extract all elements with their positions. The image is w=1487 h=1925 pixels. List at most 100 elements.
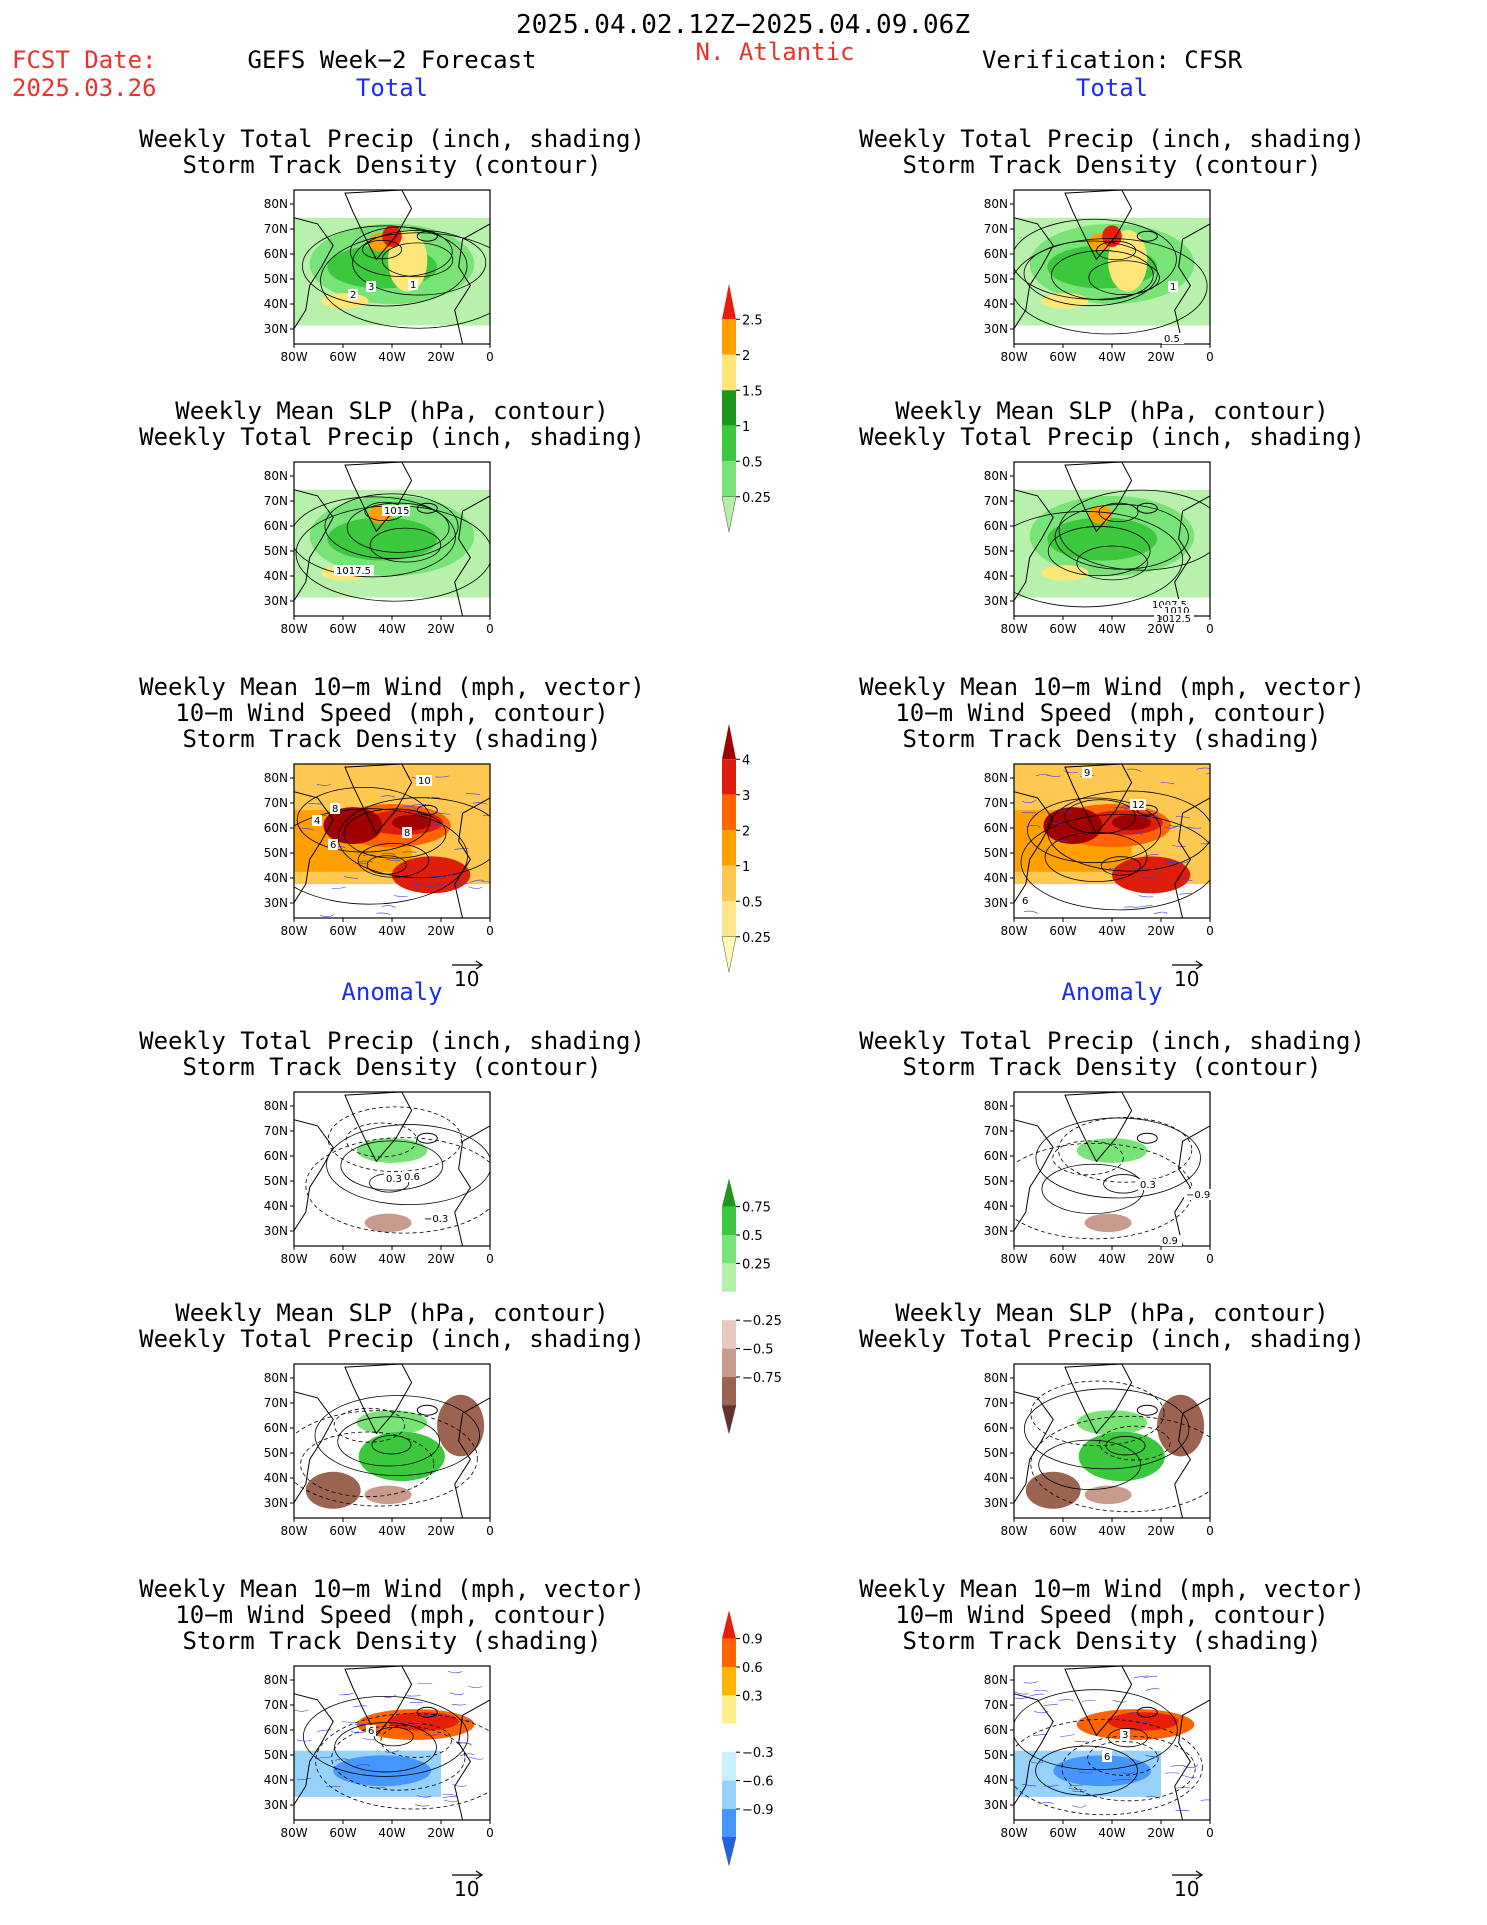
lat-tick-label: 40N — [264, 1773, 288, 1787]
lat-tick-label: 60N — [264, 1149, 288, 1163]
lon-tick-label: 80W — [280, 1524, 307, 1538]
colorbar-tick-label: −0.75 — [742, 1371, 782, 1386]
panel-title-left-4: Weekly Total Precip (inch, shading) Storm… — [139, 1028, 645, 1080]
lon-tick-label: 0 — [486, 1826, 494, 1840]
lon-tick-label: 0 — [486, 1252, 494, 1266]
panel-title-line: Weekly Mean 10−m Wind (mph, vector) — [859, 673, 1365, 701]
lon-tick-label: 20W — [427, 350, 454, 364]
contour-label-box — [1082, 767, 1092, 778]
right-total-label: Total — [1075, 74, 1149, 102]
panel-title-left-5: Weekly Mean SLP (hPa, contour) Weekly Tot… — [139, 1300, 645, 1352]
lon-tick-label: 80W — [280, 1826, 307, 1840]
lat-tick-label: 80N — [984, 197, 1008, 211]
lon-tick-label: 60W — [329, 350, 356, 364]
right-anomaly-label: Anomaly — [1061, 978, 1163, 1006]
lon-tick-label: 20W — [427, 1524, 454, 1538]
colorbar-segment — [722, 1320, 736, 1349]
lon-tick-label: 0 — [1206, 1826, 1214, 1840]
lon-tick-label: 80W — [1000, 350, 1027, 364]
lat-tick-label: 40N — [984, 1199, 1008, 1213]
contour-label: 1017.5 — [336, 566, 371, 577]
wind-reference-value: 10 — [1174, 1877, 1199, 1901]
contour-label: 2 — [350, 290, 356, 301]
contour-label: 0.3 — [1140, 1180, 1156, 1191]
lat-tick-label: 50N — [984, 1446, 1008, 1460]
map-field — [1014, 764, 1210, 918]
contour-label: 1 — [410, 280, 416, 291]
lon-tick-label: 0 — [486, 350, 494, 364]
lon-tick-label: 60W — [1049, 1524, 1076, 1538]
colorbar-segment — [722, 1291, 736, 1321]
lat-tick-label: 40N — [984, 569, 1008, 583]
colorbar-segment — [722, 901, 736, 937]
colorbar-segment — [722, 1667, 736, 1696]
contour-label-box — [1154, 613, 1194, 624]
colorbar-tick-label: −0.6 — [742, 1775, 774, 1790]
lat-tick-label: 40N — [264, 871, 288, 885]
contour-label-box — [416, 775, 432, 786]
lon-tick-label: 40W — [378, 1826, 405, 1840]
panel-title-line: Weekly Mean SLP (hPa, contour) — [895, 1299, 1329, 1327]
contour-label: 6 — [1104, 1752, 1110, 1763]
lat-tick-label: 80N — [984, 469, 1008, 483]
colorbar-segment — [722, 1348, 736, 1377]
lon-tick-label: 40W — [378, 1252, 405, 1266]
left-total-label: Total — [355, 74, 429, 102]
lat-tick-label: 40N — [984, 1773, 1008, 1787]
contour-label: 3 — [1122, 1730, 1128, 1741]
colorbar-tick-label: 0.5 — [742, 1229, 763, 1244]
contour-label: 0.5 — [1164, 334, 1180, 345]
lat-tick-label: 80N — [984, 1371, 1008, 1385]
lon-tick-label: 60W — [329, 1524, 356, 1538]
lat-tick-label: 40N — [264, 569, 288, 583]
contour-label-box — [422, 1213, 450, 1224]
lon-tick-label: 0 — [486, 1524, 494, 1538]
contour-label-box — [366, 281, 376, 292]
panel-title-line: Weekly Total Precip (inch, shading) — [859, 125, 1365, 153]
wind-reference-arrow: 10 — [452, 960, 484, 991]
contour-label-box — [366, 1725, 376, 1736]
region-title: N. Atlantic — [695, 38, 855, 66]
contour-label-box — [1138, 1179, 1160, 1190]
panel-title-line: Storm Track Density (shading) — [902, 725, 1322, 753]
colorbar-segment — [722, 1235, 736, 1264]
lon-tick-label: 20W — [1147, 1524, 1174, 1538]
contour-label: 8 — [404, 828, 410, 839]
panel-title-line: Storm Track Density (shading) — [182, 1627, 602, 1655]
colorbar-cap — [722, 1610, 736, 1639]
contour-label-box — [330, 803, 340, 814]
contour-label: 4 — [314, 816, 320, 827]
lat-tick-label: 60N — [984, 247, 1008, 261]
contour-label-box — [408, 279, 418, 290]
lon-tick-label: 80W — [1000, 924, 1027, 938]
lat-tick-label: 50N — [264, 1174, 288, 1188]
contour-label: 9 — [1084, 768, 1090, 779]
forecast-title: GEFS Week−2 Forecast — [247, 46, 537, 74]
lat-tick-label: 80N — [984, 1099, 1008, 1113]
lon-tick-label: 0 — [486, 924, 494, 938]
panel-title-line: 10−m Wind Speed (mph, contour) — [895, 699, 1329, 727]
colorbar-cap — [721, 936, 737, 973]
colorbar-cap — [721, 1837, 737, 1866]
colorbar-tick-label: 3 — [742, 789, 750, 804]
lat-tick-label: 70N — [264, 1698, 288, 1712]
contour-label: 3 — [368, 282, 374, 293]
lat-tick-label: 30N — [984, 322, 1008, 336]
contour-label-box — [1160, 1235, 1182, 1246]
contour-label-box — [1120, 1729, 1130, 1740]
lat-tick-label: 40N — [264, 1199, 288, 1213]
lat-tick-label: 60N — [984, 1149, 1008, 1163]
map-right-6: 3 6 80N 70N 60N 50N 40N 30N 80W 60W 40W 20W 0 — [984, 1665, 1214, 1840]
lon-tick-label: 0 — [1206, 622, 1214, 636]
wind-reference-value: 10 — [1174, 967, 1199, 991]
lat-tick-label: 30N — [264, 594, 288, 608]
lat-tick-label: 50N — [984, 544, 1008, 558]
lon-tick-label: 60W — [329, 1826, 356, 1840]
colorbar-tick-label: 2 — [742, 349, 750, 364]
panel-title-line: 10−m Wind Speed (mph, contour) — [175, 1601, 609, 1629]
lon-tick-label: 80W — [280, 622, 307, 636]
lon-tick-label: 60W — [1049, 924, 1076, 938]
lat-tick-label: 70N — [984, 1124, 1008, 1138]
wind-reference-value: 10 — [454, 1877, 479, 1901]
lon-tick-label: 20W — [427, 1252, 454, 1266]
